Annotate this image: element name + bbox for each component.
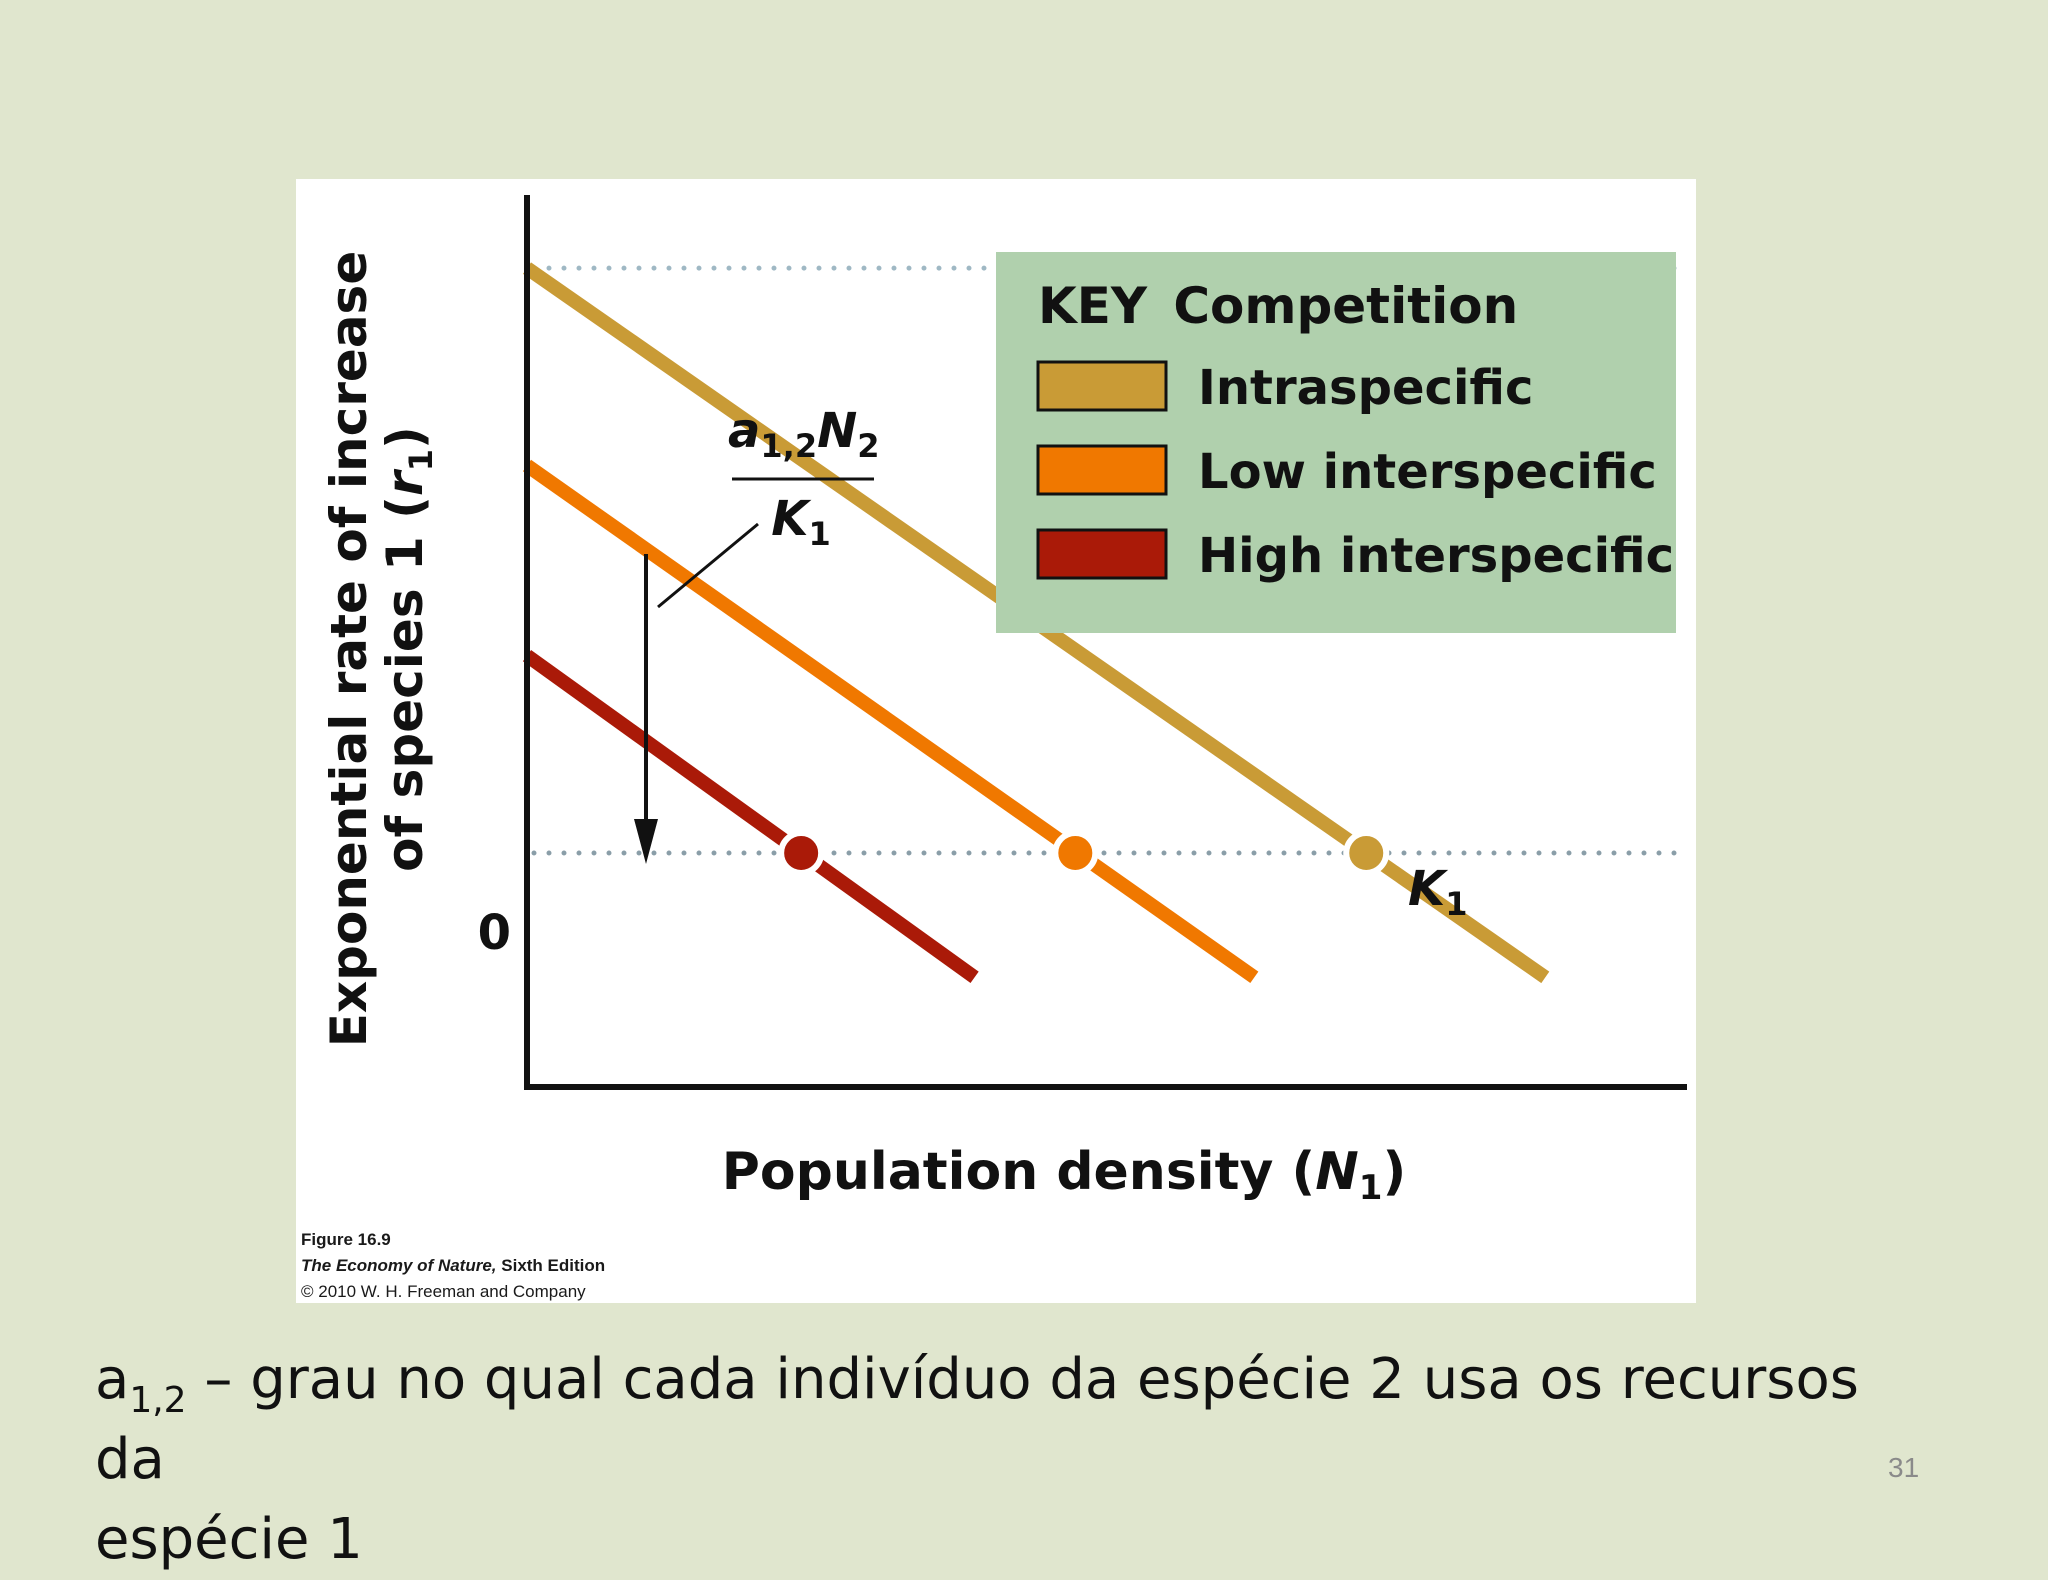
svg-text:of species 1 (r1): of species 1 (r1) — [376, 426, 440, 872]
y-axis-var: r — [376, 468, 434, 496]
x-axis-var: N — [1315, 1142, 1359, 1202]
book-edition: Sixth Edition — [496, 1256, 606, 1275]
legend-swatch-2 — [1036, 528, 1168, 580]
k1-point-label: K1 — [1408, 861, 1467, 923]
y-axis-title: Exponential rate of increase of species … — [320, 251, 440, 1047]
y-axis-var-sub: 1 — [402, 449, 440, 471]
legend: KEY Competition Intraspecific Low interspe… — [996, 252, 1676, 633]
svg-text:K1: K1 — [771, 491, 830, 553]
caption-symbol: a — [95, 1347, 130, 1412]
book-title: The Economy of Nature, — [301, 1256, 497, 1275]
fraction-numerator-n-sub: 2 — [857, 427, 879, 465]
fraction-annotation: a1,2N2 K1 — [634, 403, 880, 864]
fraction-numerator-n: N — [817, 403, 857, 459]
svg-text:a1,2N2: a1,2N2 — [728, 403, 880, 465]
caption-line2: espécie 1 — [95, 1507, 363, 1572]
copyright: © 2010 W. H. Freeman and Company — [301, 1282, 586, 1301]
legend-label-1: Low interspecific — [1198, 444, 1657, 500]
chart-svg: 0 Exponential rate of increase of specie… — [320, 195, 1687, 1208]
fraction-denominator-k-sub: 1 — [808, 515, 830, 553]
legend-key-label: KEY — [1038, 277, 1148, 335]
y-axis-title-line1: Exponential rate of increase — [320, 251, 378, 1047]
series-line-1 — [522, 459, 1259, 984]
fraction-numerator-a: a — [728, 403, 760, 459]
legend-swatch-1 — [1036, 444, 1168, 496]
caption-line1: – grau no qual cada indivíduo da espécie… — [95, 1347, 1859, 1492]
leader-line — [657, 522, 759, 609]
fraction-numerator-a-sub: 1,2 — [760, 427, 817, 465]
figure-panel: 0 Exponential rate of increase of specie… — [296, 179, 1696, 1303]
fraction-denominator-k: K — [771, 491, 812, 547]
y-axis-title-end: ) — [376, 426, 434, 449]
legend-label-0: Intraspecific — [1198, 360, 1533, 416]
legend-label-2: High interspecific — [1198, 528, 1674, 584]
legend-title: Competition — [1173, 277, 1518, 335]
slide-number: 31 — [1888, 1452, 1920, 1483]
svg-text:Exponential rate of increase: Exponential rate of increase — [320, 251, 378, 1047]
x-axis-title: Population density (N1) — [722, 1142, 1406, 1208]
k1-label-sub: 1 — [1445, 885, 1467, 923]
x-axis-title-end: ) — [1382, 1142, 1406, 1202]
y-tick-label-zero: 0 — [478, 905, 511, 961]
x-axis-var-sub: 1 — [1359, 1168, 1383, 1208]
figure-credits: Figure 16.9 The Economy of Nature, Sixth… — [301, 1227, 605, 1305]
caption-symbol-sub: 1,2 — [129, 1380, 187, 1421]
k-intercept-point-2 — [778, 830, 825, 877]
k1-label-var: K — [1408, 861, 1449, 917]
legend-swatch-0 — [1036, 360, 1168, 412]
slide-caption: a1,2 – grau no qual cada indivíduo da es… — [95, 1340, 1945, 1580]
k-intercept-point-0 — [1343, 830, 1390, 877]
y-axis-title-line2: of species 1 ( — [376, 496, 434, 872]
series-line-2 — [522, 649, 979, 984]
k-intercept-point-1 — [1052, 830, 1099, 877]
x-axis-title-main: Population density ( — [722, 1142, 1315, 1202]
legend-entries: Intraspecific Low interspecific High inter… — [1036, 360, 1674, 584]
figure-number: Figure 16.9 — [301, 1230, 391, 1249]
shift-arrow-head — [634, 819, 658, 864]
book-line: The Economy of Nature, Sixth Edition — [301, 1253, 605, 1279]
